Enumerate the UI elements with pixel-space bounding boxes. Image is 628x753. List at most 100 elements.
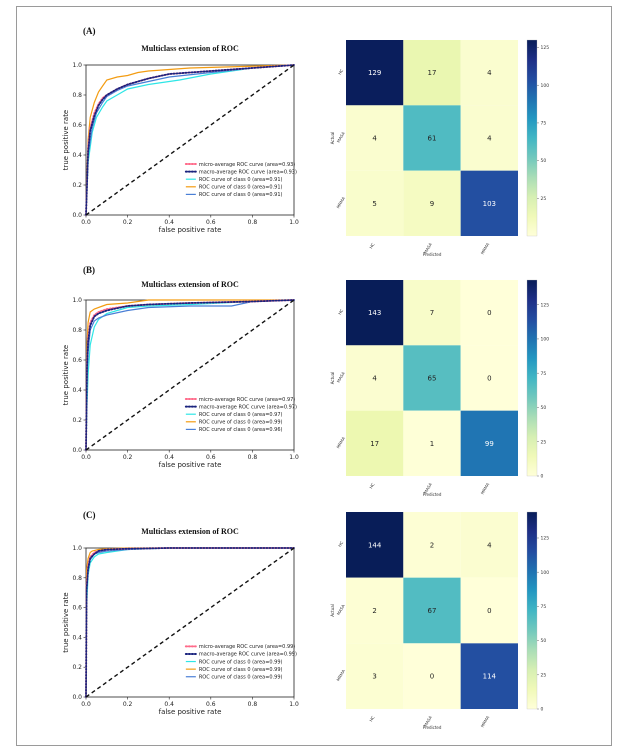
legend-entry: ROC curve of class 0 (area=0.99) [199, 667, 283, 673]
roc-series-line [85, 299, 295, 451]
colorbar-tick-label: 125 [541, 536, 550, 542]
cm-cell [403, 512, 461, 578]
colorbar-tick-label: 100 [541, 570, 550, 576]
legend-entry: ROC curve of class 0 (area=0.91) [199, 185, 283, 191]
cm-cell-value: 7 [430, 309, 434, 317]
cm-cell-value: 4 [487, 541, 492, 549]
cm-x-tick-label: HC [368, 242, 375, 250]
cm-cell-value: 0 [430, 673, 434, 681]
colorbar-tick-label: 50 [541, 405, 547, 411]
colorbar-tick-label: 25 [541, 196, 547, 202]
colorbar-tick-label: 0 [541, 474, 544, 480]
cm-cell-value: 0 [487, 607, 491, 615]
colorbar [526, 279, 538, 477]
cm-y-tick-label: MASA [336, 603, 346, 616]
x-tick-label: 0.8 [248, 454, 258, 461]
cm-x-axis-label: Predicted [423, 725, 442, 730]
panel-label: (C) [83, 510, 96, 520]
cm-cell-value: 4 [372, 375, 377, 383]
cm-cell-value: 17 [370, 440, 379, 448]
legend-entry: micro-average ROC curve (area=0.99) [199, 644, 295, 650]
y-tick-label: 0.2 [72, 182, 82, 189]
cm-y-tick-label: HC [337, 540, 344, 548]
panel-row-0: (A) Multiclass extension of ROC 0.0 0.2 0.4 0… [62, 26, 549, 257]
cm-y-tick-label: MRMA [335, 436, 346, 449]
cm-cell [346, 280, 404, 346]
y-tick-label: 1.0 [72, 545, 82, 552]
cm-cell [403, 105, 461, 171]
x-tick-label: 0.2 [123, 701, 133, 708]
colorbar [526, 39, 538, 237]
y-tick-label: 0.6 [72, 122, 82, 129]
panel-row-1: (B) Multiclass extension of ROC 0.0 0.2 0.4 0… [62, 265, 549, 497]
cm-cell-value: 99 [485, 440, 494, 448]
cm-cell [460, 410, 518, 476]
x-tick-label: 1.0 [289, 219, 299, 226]
figure-frame [16, 6, 612, 746]
cm-x-tick-label: MRMA [480, 482, 491, 495]
cm-cell-value: 2 [430, 541, 434, 549]
roc-series-line [85, 299, 295, 451]
cm-cell-value: 4 [372, 135, 377, 143]
cm-y-tick-label: MASA [336, 371, 346, 384]
cm-cell [403, 410, 461, 476]
cm-y-tick-label: HC [337, 308, 344, 316]
x-tick-label: 0.0 [81, 454, 91, 461]
cm-cell [403, 345, 461, 411]
legend-entry: ROC curve of class 0 (area=0.91) [199, 177, 283, 183]
x-tick-label: 0.4 [164, 701, 174, 708]
y-tick-label: 0.8 [72, 327, 82, 334]
cm-y-tick-label: MRMA [335, 196, 346, 209]
colorbar-tick-label: 125 [541, 302, 550, 308]
cm-cell-value: 114 [483, 673, 497, 681]
colorbar-tick-label: 100 [541, 83, 550, 89]
cm-cell [460, 105, 518, 171]
x-tick-label: 1.0 [289, 701, 299, 708]
cm-y-axis-label: Actual [330, 372, 335, 385]
legend-entry: ROC curve of class 0 (area=0.96) [199, 427, 283, 433]
colorbar-tick-label: 50 [541, 638, 547, 644]
cm-y-axis-label: Actual [330, 604, 335, 617]
x-tick-label: 1.0 [289, 454, 299, 461]
cm-cell-value: 2 [372, 607, 376, 615]
y-tick-label: 0.0 [72, 447, 82, 454]
y-tick-label: 0.2 [72, 664, 82, 671]
cm-y-axis-label: Actual [330, 132, 335, 145]
colorbar-tick-label: 100 [541, 337, 550, 343]
x-axis-label: false positive rate [159, 708, 222, 716]
cm-cell [346, 410, 404, 476]
cm-x-tick-label: MRMA [480, 242, 491, 255]
roc-series-line [85, 547, 295, 698]
y-tick-label: 0.4 [72, 387, 82, 394]
cm-cell-value: 1 [430, 440, 434, 448]
y-tick-label: 0.0 [72, 212, 82, 219]
cm-cell-value: 3 [372, 673, 376, 681]
roc-series-line [85, 64, 295, 216]
cm-cell [346, 643, 404, 709]
cm-cell [460, 40, 518, 106]
legend-entry: ROC curve of class 0 (area=0.91) [199, 192, 283, 198]
colorbar-tick-label: 75 [541, 604, 547, 610]
cm-cell [346, 105, 404, 171]
cm-cell-value: 144 [368, 541, 382, 549]
roc-series-line [85, 64, 295, 216]
x-tick-label: 0.6 [206, 219, 216, 226]
cm-cell [346, 170, 404, 236]
colorbar-tick-label: 125 [541, 45, 550, 51]
cm-cell [403, 40, 461, 106]
cm-cell-value: 67 [428, 607, 437, 615]
cm-cell-value: 103 [483, 200, 496, 208]
roc-title: Multiclass extension of ROC [141, 527, 239, 536]
roc-series-line [85, 64, 295, 216]
x-axis-label: false positive rate [159, 461, 222, 469]
cm-cell [403, 577, 461, 644]
cm-cell [346, 40, 404, 106]
cm-x-tick-label: MASA [423, 715, 433, 728]
cm-cell [346, 577, 404, 644]
cm-x-tick-label: MASA [423, 242, 433, 255]
y-axis-label: true positive rate [62, 345, 70, 406]
x-tick-label: 0.8 [248, 219, 258, 226]
cm-cell-value: 61 [428, 135, 437, 143]
cm-cell-value: 4 [487, 135, 492, 143]
legend-entry: micro-average ROC curve (area=0.93) [199, 162, 295, 168]
